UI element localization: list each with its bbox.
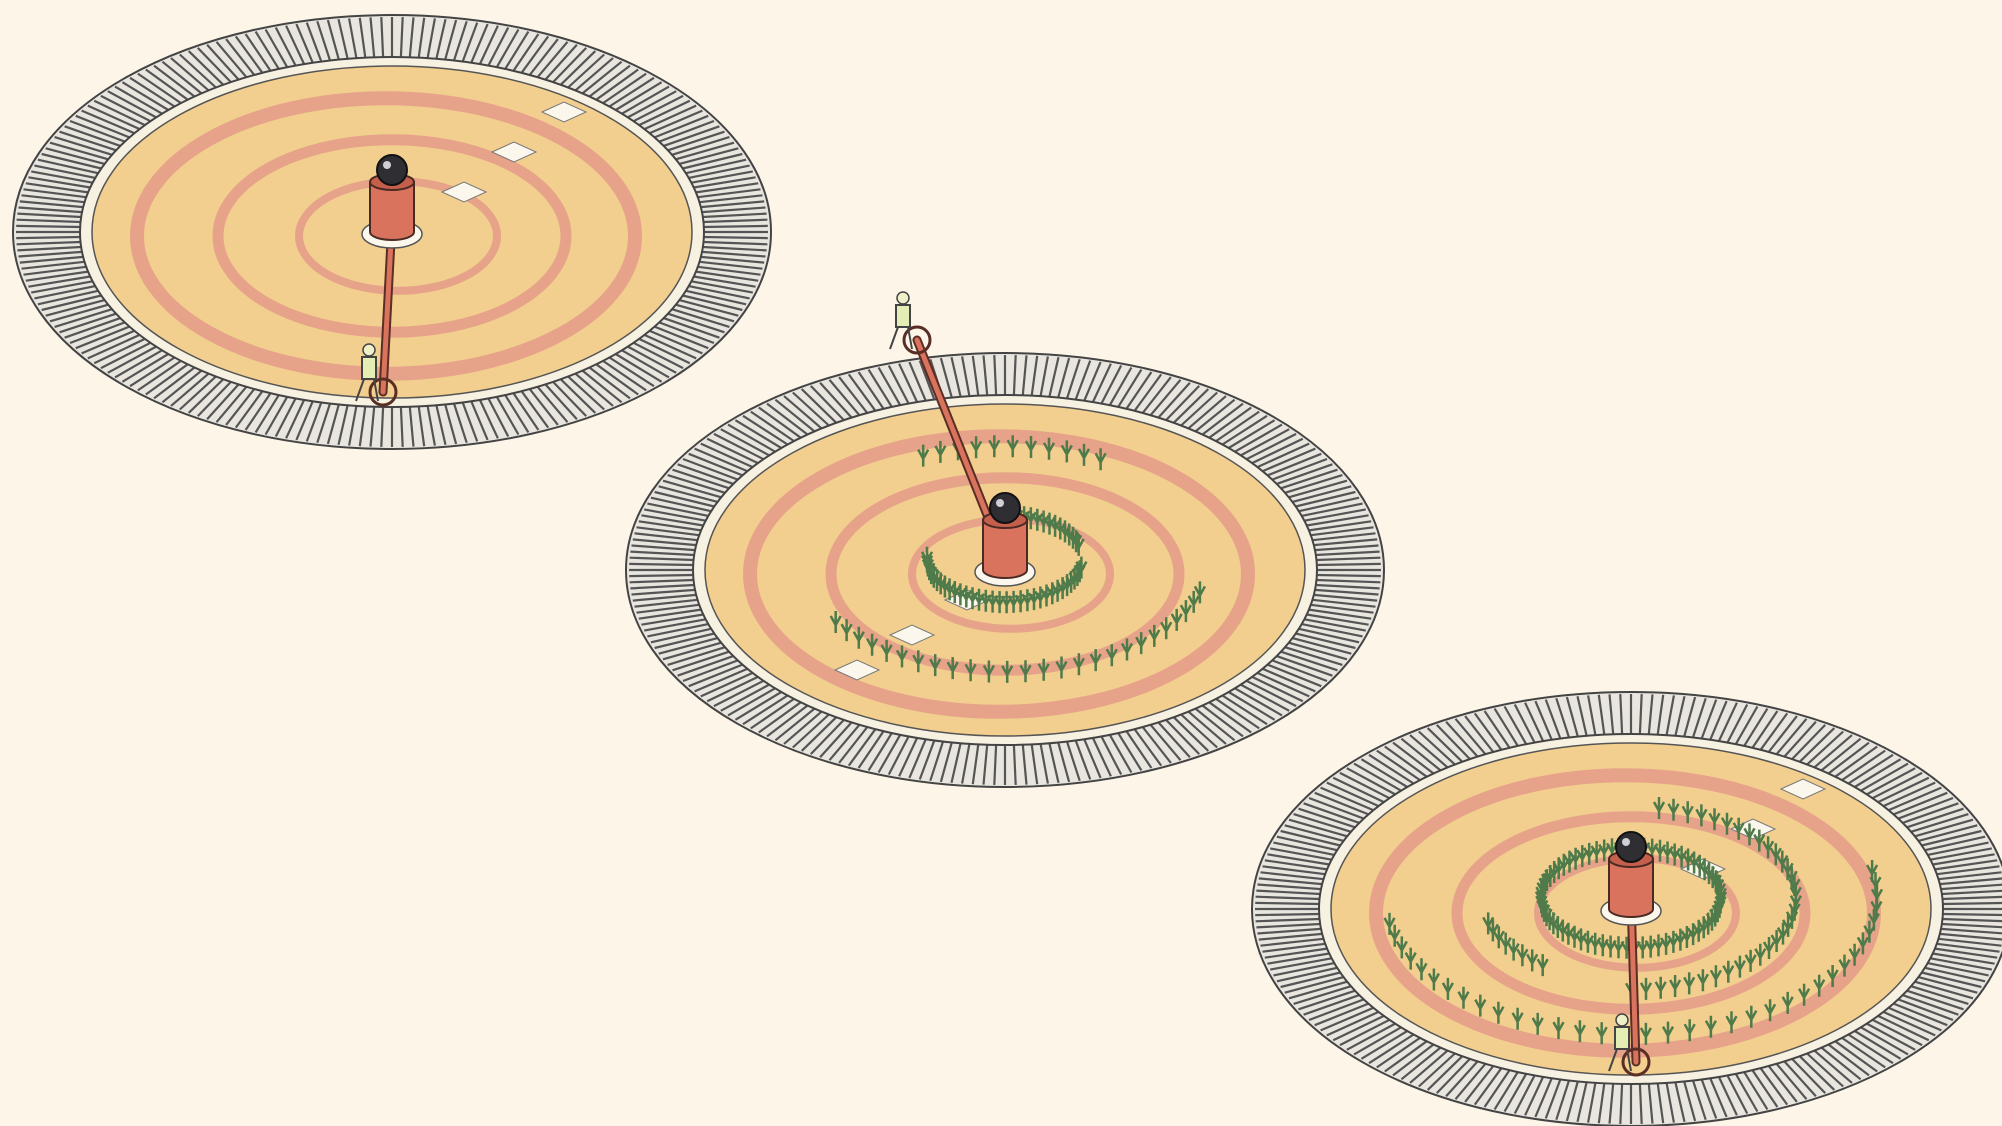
tower-dome (376, 154, 408, 186)
white-patch (833, 659, 881, 681)
farmer-head (1615, 1013, 1629, 1027)
dome-shine (383, 161, 391, 169)
furrow (212, 134, 572, 338)
wheel (1621, 1047, 1651, 1077)
tower (982, 519, 1028, 579)
tower-dome (1615, 831, 1647, 863)
irrigation-disc (1251, 691, 2002, 1126)
farmer-head (362, 343, 376, 357)
farmer-body (355, 356, 379, 402)
farmer-body (1608, 1026, 1632, 1072)
tower-dome (989, 492, 1021, 524)
tower (1608, 858, 1654, 918)
crop-row (920, 546, 1088, 614)
white-patch (540, 101, 588, 123)
irrigation-disc (625, 291, 1385, 788)
white-patch (490, 141, 538, 163)
pivot-arm-fill (1628, 896, 1639, 1065)
ring-slats (1255, 694, 2002, 1124)
ring-slats (16, 17, 768, 447)
white-patch (440, 181, 488, 203)
dome-shine (996, 499, 1004, 507)
white-patch (888, 624, 936, 646)
furrow (743, 429, 1255, 719)
wheel (368, 377, 398, 407)
tower (369, 181, 415, 241)
wheel (902, 325, 932, 355)
crop-row (1482, 912, 1549, 977)
farmer-body (889, 304, 913, 350)
crop-row (1625, 797, 1802, 1001)
dome-shine (1622, 838, 1630, 846)
ring-slats (629, 355, 1381, 785)
irrigation-disc (12, 14, 772, 450)
pivot-arm-fill (380, 219, 395, 395)
crop-row (829, 581, 1206, 683)
farmer-head (896, 291, 910, 305)
white-patch (1779, 778, 1827, 800)
